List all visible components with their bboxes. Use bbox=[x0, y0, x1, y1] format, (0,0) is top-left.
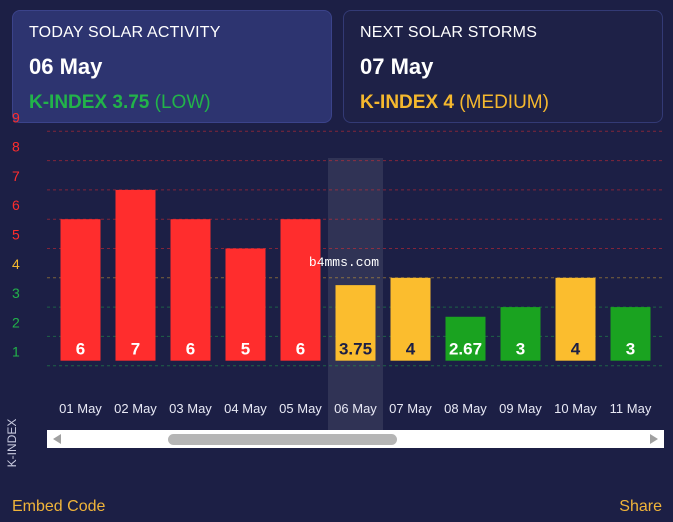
y-tick-label: 2 bbox=[12, 314, 20, 330]
bar-data-label: 2.67 bbox=[449, 340, 482, 359]
next-heading: NEXT SOLAR STORMS bbox=[360, 24, 538, 41]
bar-data-label: 3 bbox=[626, 340, 635, 359]
x-tick-label: 09 May bbox=[499, 401, 542, 416]
y-tick-label: 7 bbox=[12, 168, 20, 184]
x-tick-label: 08 May bbox=[444, 401, 487, 416]
next-date: 07 May bbox=[360, 54, 434, 79]
bar bbox=[500, 307, 541, 361]
embed-code-link[interactable]: Embed Code bbox=[12, 498, 106, 515]
y-axis-title: K-INDEX bbox=[5, 418, 19, 468]
bar bbox=[60, 219, 101, 361]
bar-data-label: 4 bbox=[406, 340, 416, 359]
x-tick-label: 01 May bbox=[59, 401, 102, 416]
chart-scrollbar[interactable] bbox=[47, 430, 664, 448]
y-tick-label: 8 bbox=[12, 139, 20, 155]
y-tick-label: 5 bbox=[12, 227, 20, 243]
bar bbox=[335, 285, 376, 361]
bar-data-label: 6 bbox=[186, 340, 195, 359]
bar bbox=[555, 277, 596, 361]
x-tick-label: 06 May bbox=[334, 401, 377, 416]
next-kindex-value: K-INDEX 4 bbox=[360, 92, 454, 113]
share-link[interactable]: Share bbox=[619, 498, 662, 515]
today-activity-card: TODAY SOLAR ACTIVITY 06 May K-INDEX 3.75… bbox=[12, 10, 332, 123]
bar bbox=[610, 307, 651, 361]
y-tick-label: 9 bbox=[12, 109, 20, 125]
today-date: 06 May bbox=[29, 54, 103, 79]
scrollbar-thumb[interactable] bbox=[168, 434, 397, 445]
x-tick-label: 07 May bbox=[389, 401, 432, 416]
bar bbox=[115, 189, 156, 361]
y-tick-label: 1 bbox=[12, 344, 20, 360]
y-tick-label: 4 bbox=[12, 256, 20, 272]
scroll-right-arrow-icon[interactable] bbox=[650, 434, 658, 444]
next-storms-card: NEXT SOLAR STORMS 07 May K-INDEX 4 (MEDI… bbox=[343, 10, 663, 123]
bar-data-label: 7 bbox=[131, 340, 140, 359]
x-tick-label: 05 May bbox=[279, 401, 322, 416]
next-kindex-level: (MEDIUM) bbox=[459, 92, 549, 113]
x-tick-label: 10 May bbox=[554, 401, 597, 416]
watermark-text: b4mms.com bbox=[309, 255, 379, 270]
x-tick-label: 02 May bbox=[114, 401, 157, 416]
bar-data-label: 6 bbox=[296, 340, 305, 359]
x-tick-label: 03 May bbox=[169, 401, 212, 416]
today-kindex-value: K-INDEX 3.75 bbox=[29, 92, 150, 113]
bar bbox=[445, 316, 486, 361]
bar-data-label: 4 bbox=[571, 340, 581, 359]
bar-data-label: 6 bbox=[76, 340, 85, 359]
next-kindex-line: K-INDEX 4 (MEDIUM) bbox=[360, 92, 646, 114]
y-tick-label: 3 bbox=[12, 285, 20, 301]
bar bbox=[390, 277, 431, 361]
y-tick-label: 6 bbox=[12, 197, 20, 213]
bar bbox=[280, 219, 321, 361]
bar-data-label: 3.75 bbox=[339, 340, 372, 359]
today-kindex-line: K-INDEX 3.75 (LOW) bbox=[29, 92, 315, 114]
x-tick-label: 11 May bbox=[610, 401, 652, 416]
bar bbox=[225, 248, 266, 361]
bar-data-label: 5 bbox=[241, 340, 250, 359]
x-tick-label: 04 May bbox=[224, 401, 267, 416]
bar-data-label: 3 bbox=[516, 340, 525, 359]
bar bbox=[170, 219, 211, 361]
today-heading: TODAY SOLAR ACTIVITY bbox=[29, 24, 221, 41]
scroll-left-arrow-icon[interactable] bbox=[53, 434, 61, 444]
today-kindex-level: (LOW) bbox=[154, 92, 211, 113]
